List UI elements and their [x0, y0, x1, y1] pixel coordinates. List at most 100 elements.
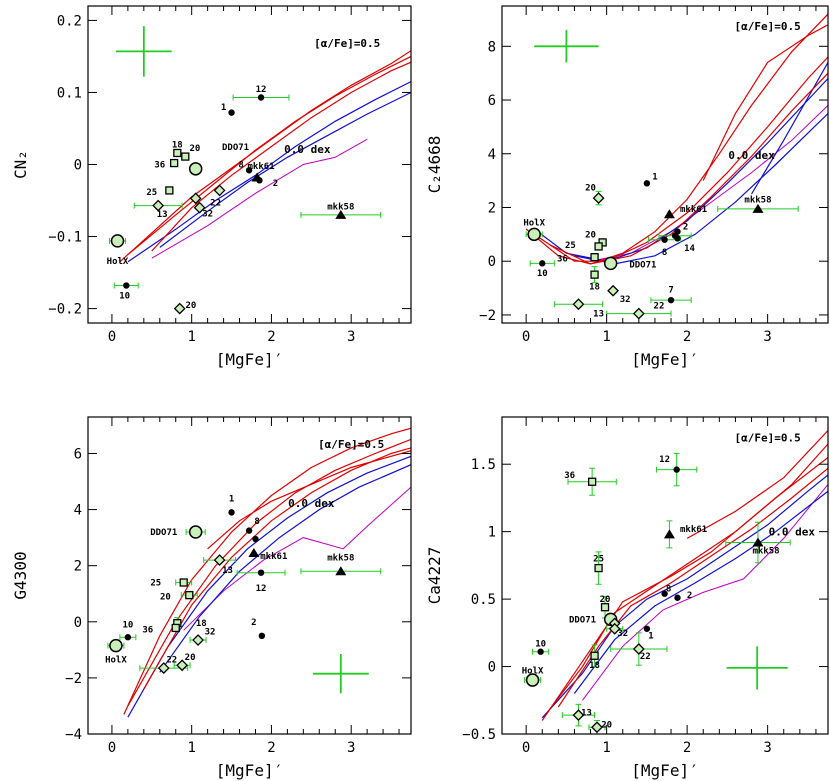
model-grid	[541, 430, 828, 721]
data-point	[245, 527, 253, 534]
point-label: mkk58	[752, 547, 779, 557]
point-label: 25	[593, 555, 604, 565]
data-point	[335, 566, 347, 576]
data-point	[173, 302, 186, 315]
blue-model-line	[541, 474, 828, 719]
y-tick-label: 4	[488, 147, 496, 163]
point-label: 20	[585, 183, 596, 193]
point-label: 10	[119, 292, 130, 302]
y-tick-label: 0.1	[57, 85, 82, 101]
magenta-model-line	[582, 484, 828, 701]
solar-label: 0.0 dex	[728, 149, 775, 162]
point-label: DDO71	[150, 528, 177, 538]
point-label: mkk61	[248, 162, 275, 172]
x-tick-label: 3	[763, 740, 771, 756]
point-label: 12	[659, 455, 670, 465]
point-label: 10	[535, 640, 546, 650]
point-label: 22	[210, 199, 221, 209]
y-tick-label: −0.1	[48, 230, 82, 246]
data-point	[157, 662, 170, 674]
data-point	[152, 199, 165, 212]
plot-frame	[501, 5, 829, 324]
y-tick-label: −2	[479, 308, 496, 324]
alpha-fe-label: [α/Fe]=0.5	[314, 37, 380, 50]
data-point	[179, 578, 188, 587]
point-label: 25	[565, 241, 576, 251]
data-point	[603, 256, 618, 271]
point-label: mkk61	[680, 525, 707, 535]
x-axis-label: [MgFe]′	[631, 350, 698, 369]
data-point	[632, 307, 645, 320]
point-label: 2	[683, 222, 688, 232]
plot-frame	[87, 416, 412, 735]
y-tick-label: 2	[488, 200, 496, 216]
point-label: 18	[589, 661, 600, 671]
x-tick-label: 3	[347, 329, 355, 345]
blue-model-line	[750, 62, 828, 195]
point-label: 18	[172, 140, 183, 150]
y-axis-label: G4300	[11, 551, 30, 599]
magenta-model-line	[183, 486, 411, 631]
point-label: 1	[229, 494, 234, 504]
point-label: 25	[150, 579, 161, 589]
y-tick-label: −2	[65, 671, 82, 687]
data-point	[527, 227, 541, 242]
x-tick-label: 1	[602, 329, 610, 345]
point-label: 10	[122, 621, 133, 631]
y-tick-label: 0.5	[471, 592, 496, 608]
alpha-fe-label: [α/Fe]=0.5	[735, 431, 801, 444]
point-label: 2	[687, 591, 692, 601]
data-point	[572, 709, 585, 722]
data-point	[165, 186, 174, 195]
point-label: 12	[256, 584, 267, 594]
data-point	[193, 201, 206, 214]
point-label: 20	[585, 230, 596, 240]
x-tick-label: 1	[187, 329, 195, 345]
point-label: 1	[221, 103, 226, 113]
point-label: 20	[600, 595, 611, 605]
point-label: 36	[564, 471, 575, 481]
y-tick-label: 0	[74, 615, 82, 631]
blue-model-line	[573, 490, 828, 694]
red-model-line	[545, 457, 828, 715]
data-point	[590, 253, 599, 262]
point-label: 25	[146, 188, 157, 198]
point-label: 8	[666, 584, 671, 594]
y-tick-label: 8	[488, 39, 496, 55]
x-tick-label: 0	[108, 329, 116, 345]
x-tick-label: 1	[602, 740, 610, 756]
data-point	[590, 651, 599, 660]
x-axis-label: [MgFe]′	[631, 761, 698, 780]
y-tick-label: 2	[74, 559, 82, 575]
data-point	[673, 466, 680, 473]
data-point	[257, 569, 265, 576]
point-label: 22	[166, 656, 177, 666]
point-label: 1	[652, 173, 657, 183]
data-point	[590, 270, 599, 279]
data-point	[643, 625, 651, 632]
blue-model-line	[159, 91, 411, 248]
x-tick-label: 0	[522, 329, 530, 345]
data-point	[674, 235, 681, 242]
data-point	[643, 180, 651, 187]
point-label: mkk61	[260, 552, 287, 562]
x-tick-label: 2	[683, 740, 691, 756]
point-label: 20	[185, 653, 196, 663]
x-tick-label: 0	[522, 740, 530, 756]
point-label: mkk58	[327, 553, 354, 563]
y-tick-label: 4	[74, 503, 82, 519]
point-label: 13	[593, 310, 604, 320]
data-point	[752, 203, 764, 213]
red-model-line	[207, 450, 411, 550]
point-label: 22	[654, 302, 665, 312]
data-point	[171, 623, 180, 633]
data-point	[674, 594, 681, 601]
red-model-line	[143, 447, 411, 690]
data-point	[248, 548, 260, 558]
point-label: 32	[617, 629, 628, 639]
data-point	[607, 284, 620, 297]
point-label: 1	[648, 632, 653, 642]
